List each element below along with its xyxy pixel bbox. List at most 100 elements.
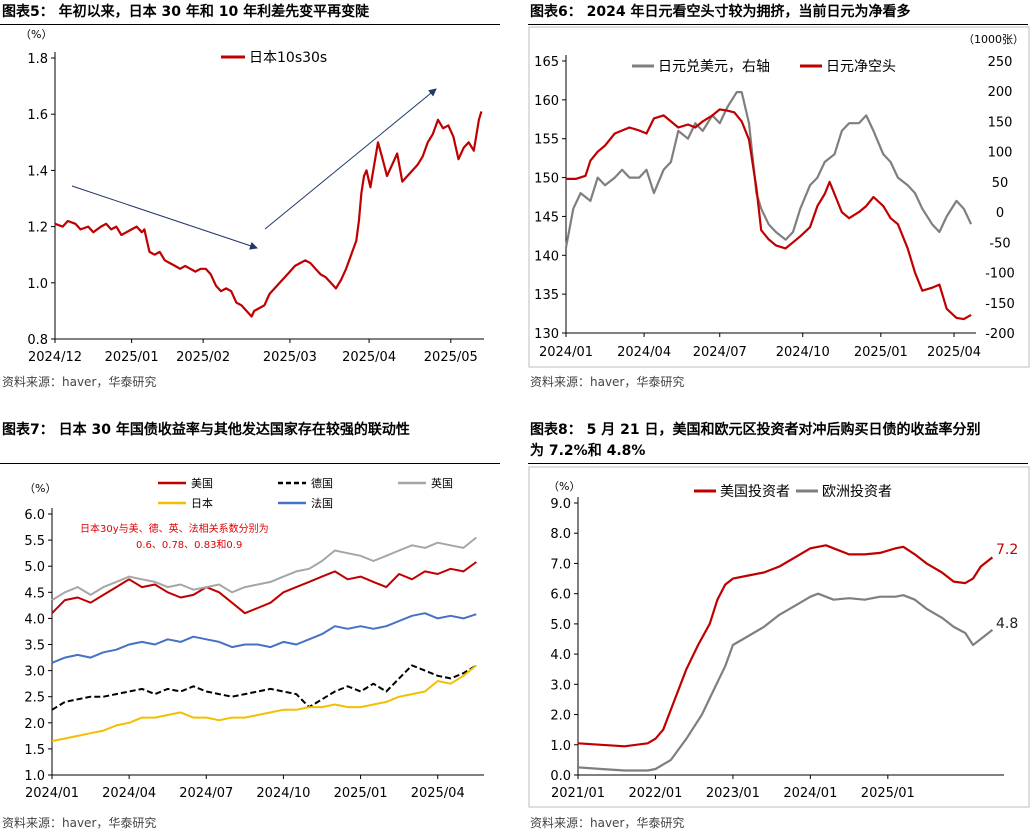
x-tick-label: 2025/03: [263, 350, 317, 365]
series-line-日本10s30s: [54, 111, 483, 318]
y-tick-label: 1.8: [27, 52, 48, 67]
chart7-divider: [0, 463, 500, 464]
series-line-日元净空头: [566, 108, 972, 321]
unit-label: （%）: [548, 480, 580, 493]
x-tick-label: 2025/01: [861, 786, 915, 801]
y-tick-label: 5.0: [24, 560, 45, 575]
unit-label: （%）: [20, 28, 52, 41]
y-tick-label: 150: [534, 172, 559, 187]
y-tick-label: 8.0: [550, 527, 571, 542]
trend-arrow-up: [264, 88, 437, 230]
legend-label-usd: 日元兑美元，右轴: [658, 59, 770, 75]
y-tick-label: 160: [534, 94, 559, 109]
x-tick-label: 2025/05: [424, 350, 478, 365]
legend-label-美国: 美国: [191, 477, 213, 490]
x-tick-label: 2022/01: [628, 786, 682, 801]
y-tick-label: 2.0: [24, 717, 45, 732]
right-y-tick-label: 50: [992, 176, 1009, 191]
chart-border: [528, 26, 1030, 368]
y-tick-label: 1.4: [27, 164, 48, 179]
series-line-日元兑美元，右轴: [564, 90, 973, 248]
x-tick-label: 2024/10: [776, 345, 830, 360]
right-y-tick-label: -50: [989, 236, 1010, 251]
y-tick-label: 4.5: [24, 586, 45, 601]
chart7-source: 资料来源：haver，华泰研究: [2, 816, 157, 830]
y-tick-label: 3.0: [550, 678, 571, 693]
y-tick-label: 1.0: [27, 277, 48, 292]
legend-label: 日本10s30s: [249, 50, 327, 66]
y-tick-label: 145: [534, 210, 559, 225]
series-line-德国: [51, 664, 477, 711]
series-line-欧洲投资者: [577, 592, 994, 772]
y-tick-label: 3.0: [24, 665, 45, 680]
x-tick-label: 2024/12: [28, 350, 82, 365]
y-tick-label: 9.0: [550, 497, 571, 512]
y-tick-label: 130: [534, 327, 559, 342]
right-y-tick-label: 200: [988, 85, 1013, 100]
chart8-title-line1: 图表8： 5 月 21 日，美国和欧元区投资者对冲后购买日债的收益率分别: [530, 422, 981, 438]
y-tick-label: 1.0: [550, 739, 571, 754]
chart8-divider: [528, 463, 1028, 464]
chart8-plot: （%） 9.0 8.0 7.0 6.0 5.0 4.0 3.0 2.0 1.0 0.0 2021/01…: [528, 466, 1030, 808]
series-line-美国投资者: [577, 544, 994, 748]
x-tick-label: 2025/04: [411, 786, 465, 801]
series-line-美国: [51, 561, 477, 615]
x-tick-label: 2024/01: [25, 786, 79, 801]
chart7-title: 图表7： 日本 30 年国债收益率与其他发达国家存在较强的联动性: [2, 422, 410, 438]
y-tick-label: 165: [534, 55, 559, 70]
legend-label-us: 美国投资者: [720, 484, 790, 500]
y-tick-label: 1.5: [24, 743, 45, 758]
x-tick-label: 2025/01: [334, 786, 388, 801]
x-tick-label: 2025/04: [927, 345, 981, 360]
x-tick-label: 2024/01: [783, 786, 837, 801]
legend-label-英国: 英国: [431, 476, 453, 490]
y-tick-label: 2.0: [550, 709, 571, 724]
x-tick-label: 2021/01: [551, 786, 605, 801]
y-tick-label: 5.0: [550, 618, 571, 633]
unit-label: （%）: [24, 482, 56, 495]
x-tick-label: 2024/07: [179, 786, 233, 801]
right-y-tick-label: 150: [988, 115, 1013, 130]
y-tick-label: 7.0: [550, 557, 571, 572]
end-label-eu: 4.8: [996, 616, 1018, 632]
chart5-divider: [0, 24, 500, 25]
chart-border: [528, 466, 1030, 808]
y-tick-label: 0.0: [550, 769, 571, 784]
y-tick-label: 2.5: [24, 691, 45, 706]
legend-label-德国: 德国: [311, 476, 333, 490]
correlation-note-line1: 日本30y与美、德、英、法相关系数分别为: [80, 522, 269, 535]
right-y-tick-label: 100: [988, 146, 1013, 161]
chart6-divider: [528, 24, 1028, 25]
right-y-tick-label: -150: [985, 297, 1015, 312]
x-tick-label: 2024/01: [539, 345, 593, 360]
series-line-英国: [51, 536, 477, 601]
correlation-note-line2: 0.6、0.78、0.83和0.9: [136, 539, 242, 551]
x-tick-label: 2025/02: [176, 350, 230, 365]
chart5-plot: （%） 1.8 1.6 1.4 1.2 1.0 0.8 2024/12 2025/01 2025/…: [20, 28, 484, 365]
chart5-source: 资料来源：haver，华泰研究: [2, 375, 157, 389]
legend-label-eu: 欧洲投资者: [822, 484, 892, 500]
right-y-tick-label: 0: [996, 206, 1004, 221]
chart8-title-line2: 为 7.2%和 4.8%: [530, 443, 646, 459]
y-tick-label: 1.6: [27, 108, 48, 123]
y-tick-label: 4.0: [24, 612, 45, 627]
x-tick-label: 2024/04: [617, 345, 671, 360]
chart6-source: 资料来源：haver，华泰研究: [530, 375, 685, 389]
x-tick-label: 2023/01: [706, 786, 760, 801]
right-y-tick-label: 250: [988, 55, 1013, 70]
chart7-plot: （%） 6.0 5.5 5.0 4.5 4.0 3.5 3.0 2.5 2.0 1.5 1.0 2024…: [24, 476, 484, 801]
right-y-tick-label: -200: [985, 327, 1015, 342]
y-tick-label: 135: [534, 288, 559, 303]
y-tick-label: 1.2: [27, 221, 48, 236]
x-tick-label: 2024/10: [256, 786, 310, 801]
x-tick-label: 2024/04: [102, 786, 156, 801]
chart6-title: 图表6： 2024 年日元看空头寸较为拥挤，当前日元为净看多: [530, 4, 911, 20]
chart5-title: 图表5： 年初以来，日本 30 年和 10 年利差先变平再变陡: [2, 4, 370, 20]
legend-label-net-short: 日元净空头: [826, 59, 896, 75]
trend-arrow-down: [71, 185, 258, 250]
x-tick-label: 2025/04: [342, 350, 396, 365]
legend-label-法国: 法国: [311, 496, 333, 510]
x-tick-label: 2024/07: [693, 345, 747, 360]
x-tick-label: 2025/01: [105, 350, 159, 365]
x-tick-label: 2025/01: [854, 345, 908, 360]
